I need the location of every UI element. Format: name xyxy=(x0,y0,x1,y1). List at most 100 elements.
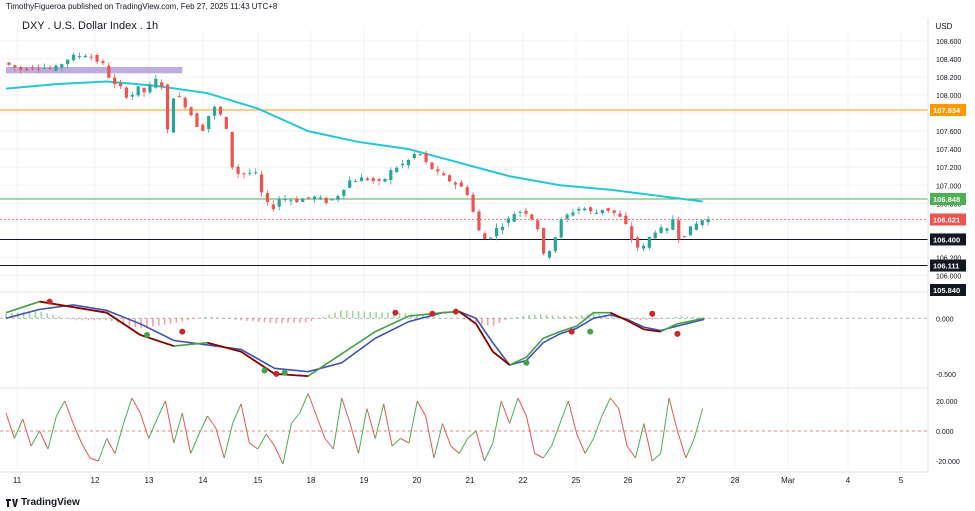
candle-body xyxy=(677,220,681,240)
candle-body xyxy=(665,228,669,231)
currency-label: USD xyxy=(936,22,953,31)
candle-body xyxy=(635,237,640,248)
macd-histogram-bar xyxy=(686,316,689,319)
macd-falling-segment xyxy=(207,341,242,353)
candle-body xyxy=(265,193,270,203)
x-tick-label: 14 xyxy=(199,476,208,485)
macd-histogram-bar xyxy=(492,318,495,326)
macd-histogram-bar xyxy=(651,318,654,320)
candle-body xyxy=(89,56,93,58)
macd-histogram-bar xyxy=(163,318,166,325)
macd-histogram-bar xyxy=(363,311,366,319)
oscillator-segment xyxy=(324,438,334,450)
oscillator-segment xyxy=(358,408,368,454)
level-price-tag xyxy=(930,233,966,246)
macd-histogram-bar xyxy=(175,318,178,323)
oscillator-segment xyxy=(567,400,578,435)
oscillator-segment xyxy=(72,423,82,444)
candle-body xyxy=(694,223,698,230)
macd-histogram-bar xyxy=(586,314,589,319)
macd-falling-segment xyxy=(39,300,74,309)
oscillator-segment xyxy=(265,433,275,447)
candle-body xyxy=(647,237,651,248)
x-tick-label: 27 xyxy=(677,476,686,485)
candle-body xyxy=(130,94,134,97)
level-price-tag xyxy=(930,103,966,116)
oscillator-segment xyxy=(366,408,376,439)
chart-title: DXY . U.S. Dollar Index . 1h xyxy=(22,20,159,32)
oscillator-segment xyxy=(551,423,561,447)
price-background xyxy=(0,30,928,290)
macd-histogram-bar xyxy=(481,318,483,325)
macd-histogram-bar xyxy=(451,318,454,319)
oscillator-segment xyxy=(164,400,175,444)
candle-body xyxy=(377,179,381,181)
oscillator-segment xyxy=(483,442,494,462)
oscillator-segment xyxy=(391,438,401,447)
candle-body xyxy=(412,153,416,159)
candle-body xyxy=(330,199,334,201)
oscillator-segment xyxy=(64,400,74,424)
macd-histogram-bar xyxy=(528,315,530,319)
price-pane[interactable]: 106.000106.200106.400106.600106.800107.0… xyxy=(0,30,966,470)
macd-histogram-bar xyxy=(105,318,107,321)
macd-histogram-bar xyxy=(40,311,43,319)
level-price-tag xyxy=(930,284,966,296)
x-tick-label: 26 xyxy=(624,476,633,485)
oscillator-segment xyxy=(13,418,24,439)
crossover-signal-dot xyxy=(587,328,594,335)
oscillator-segment xyxy=(232,403,242,424)
macd-histogram-bar xyxy=(11,312,13,319)
oscillator-segment xyxy=(47,415,57,450)
oscillator-segment xyxy=(584,438,594,454)
oscillator-segment xyxy=(458,438,469,454)
chart-canvas[interactable]: USD 106.000106.200106.400106.600106.8001… xyxy=(0,0,975,495)
candle-body xyxy=(365,178,369,181)
macd-histogram-bar xyxy=(569,316,571,319)
macd-histogram-bar xyxy=(199,317,201,319)
macd-histogram-bar xyxy=(204,316,207,319)
candle-body xyxy=(318,197,322,199)
macd-pane[interactable]: 0.000 -0.500 xyxy=(0,291,956,379)
macd-histogram-bar xyxy=(246,318,248,321)
macd-histogram-bar xyxy=(510,317,513,319)
oscillator-segment xyxy=(559,400,569,424)
macd-histogram-bar xyxy=(334,312,336,319)
crossover-signal-dot xyxy=(523,359,530,366)
macd-histogram-bar xyxy=(99,318,101,321)
crossover-signal-dot xyxy=(429,310,436,317)
candle-body xyxy=(154,78,158,88)
macd-histogram-bar xyxy=(392,312,395,319)
candle-body xyxy=(459,182,463,187)
price-tick-label: 108.600 xyxy=(936,39,961,46)
price-tick-label: 107.400 xyxy=(936,147,961,154)
oscillator-segment xyxy=(467,430,477,439)
oscillator-segment xyxy=(400,438,410,444)
level-price-label: 106.400 xyxy=(933,235,960,244)
candle-body xyxy=(395,167,399,173)
oscillator-pane[interactable]: 20.000 0.000 -20.000 xyxy=(0,387,960,466)
candle-body xyxy=(142,87,146,93)
candle-body xyxy=(594,212,599,214)
candle-body xyxy=(706,219,710,223)
crossover-signal-dot xyxy=(261,367,268,374)
macd-histogram-bar xyxy=(193,318,195,320)
oscillator-segment xyxy=(635,423,645,459)
macd-falling-segment xyxy=(475,323,494,353)
level-price-label: 107.834 xyxy=(933,106,961,115)
publisher-info: TimothyFigueroa published on TradingView… xyxy=(6,2,278,11)
candle-body xyxy=(583,208,587,211)
oscillator-segment xyxy=(274,445,284,465)
candle-body xyxy=(189,107,193,116)
macd-histogram-bar xyxy=(240,318,242,321)
x-tick-label: 19 xyxy=(360,476,369,485)
candle-body xyxy=(553,237,557,252)
candle-body xyxy=(306,197,311,199)
macd-histogram-bar xyxy=(698,317,701,319)
macd-histogram-bar xyxy=(498,318,501,324)
candle-body xyxy=(571,212,575,216)
macd-histogram-bar xyxy=(428,316,430,319)
candle-body xyxy=(465,187,469,195)
candle-body xyxy=(477,211,481,231)
macd-histogram-bar xyxy=(69,318,72,320)
